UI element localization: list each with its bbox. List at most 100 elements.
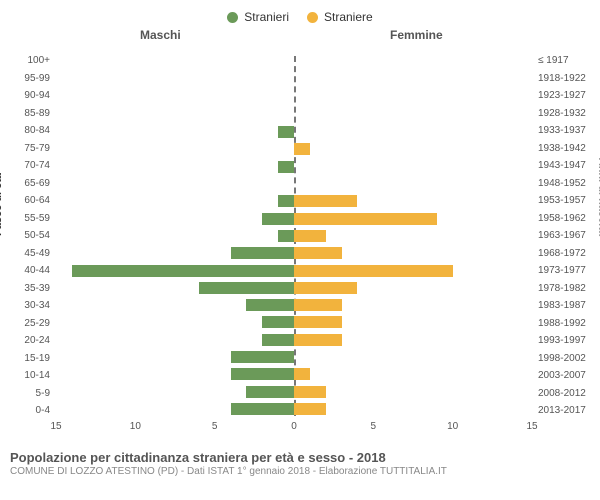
bar-male <box>72 265 294 277</box>
bar-male <box>262 334 294 346</box>
chart-area: Fasce di età Anni di nascita 100+95-9990… <box>0 46 600 446</box>
birth-label: 1948-1952 <box>538 179 596 189</box>
bar-row <box>56 350 532 364</box>
bar-row <box>56 229 532 243</box>
age-label: 50-54 <box>4 231 50 241</box>
birth-label: 2003-2007 <box>538 371 596 381</box>
bar-male <box>262 213 294 225</box>
bar-row <box>56 56 532 70</box>
age-label: 90-94 <box>4 91 50 101</box>
bar-male <box>231 247 294 259</box>
bar-row <box>56 264 532 278</box>
bar-row <box>56 367 532 381</box>
bar-row <box>56 281 532 295</box>
bar-male <box>246 299 294 311</box>
birth-label: 1973-1977 <box>538 266 596 276</box>
bar-female <box>294 247 342 259</box>
x-tick: 10 <box>130 421 141 432</box>
bar-male <box>199 282 294 294</box>
age-label: 30-34 <box>4 301 50 311</box>
legend: Stranieri Straniere <box>0 0 600 28</box>
y-axis-title-right: Anni di nascita <box>596 158 600 236</box>
bar-row <box>56 91 532 105</box>
bar-row <box>56 385 532 399</box>
bar-male <box>278 230 294 242</box>
bar-row <box>56 333 532 347</box>
birth-label: ≤ 1917 <box>538 56 596 66</box>
age-label: 75-79 <box>4 144 50 154</box>
age-label: 55-59 <box>4 214 50 224</box>
birth-label: 1943-1947 <box>538 161 596 171</box>
bar-female <box>294 282 357 294</box>
plot-area <box>56 56 532 416</box>
bar-male <box>231 351 294 363</box>
header-male: Maschi <box>140 28 181 42</box>
bar-male <box>278 195 294 207</box>
legend-item-female: Straniere <box>307 6 373 28</box>
bar-male <box>278 126 294 138</box>
age-label: 15-19 <box>4 354 50 364</box>
birth-label: 1968-1972 <box>538 249 596 259</box>
birth-label: 1933-1937 <box>538 126 596 136</box>
chart-title: Popolazione per cittadinanza straniera p… <box>10 450 590 465</box>
birth-label: 1953-1957 <box>538 196 596 206</box>
bar-row <box>56 160 532 174</box>
birth-label: 1928-1932 <box>538 109 596 119</box>
bar-female <box>294 213 437 225</box>
age-label: 60-64 <box>4 196 50 206</box>
birth-label: 1988-1992 <box>538 319 596 329</box>
bar-row <box>56 298 532 312</box>
birth-label: 1938-1942 <box>538 144 596 154</box>
x-tick: 0 <box>291 421 297 432</box>
age-label: 10-14 <box>4 371 50 381</box>
bar-female <box>294 368 310 380</box>
bar-female <box>294 230 326 242</box>
bar-female <box>294 195 357 207</box>
bar-row <box>56 142 532 156</box>
bar-row <box>56 125 532 139</box>
age-label: 100+ <box>4 56 50 66</box>
footer: Popolazione per cittadinanza straniera p… <box>0 446 600 477</box>
x-tick: 15 <box>50 421 61 432</box>
x-tick: 5 <box>212 421 218 432</box>
age-label: 25-29 <box>4 319 50 329</box>
x-axis: 15105051015 <box>56 421 532 437</box>
x-tick: 10 <box>447 421 458 432</box>
birth-label: 1918-1922 <box>538 74 596 84</box>
age-label: 45-49 <box>4 249 50 259</box>
bar-row <box>56 108 532 122</box>
bar-male <box>231 368 294 380</box>
age-label: 80-84 <box>4 126 50 136</box>
bar-male <box>262 316 294 328</box>
age-label: 65-69 <box>4 179 50 189</box>
bar-row <box>56 194 532 208</box>
birth-label: 1983-1987 <box>538 301 596 311</box>
legend-male-label: Stranieri <box>244 10 289 24</box>
birth-label: 1958-1962 <box>538 214 596 224</box>
age-label: 35-39 <box>4 284 50 294</box>
x-tick: 5 <box>371 421 377 432</box>
age-label: 70-74 <box>4 161 50 171</box>
birth-label: 2013-2017 <box>538 406 596 416</box>
bar-row <box>56 177 532 191</box>
legend-item-male: Stranieri <box>227 6 289 28</box>
bar-male <box>231 403 294 415</box>
bar-row <box>56 402 532 416</box>
chart-subtitle: COMUNE DI LOZZO ATESTINO (PD) - Dati IST… <box>10 466 590 477</box>
y-axis-left: 100+95-9990-9485-8980-8475-7970-7465-696… <box>4 56 50 416</box>
birth-label: 2008-2012 <box>538 389 596 399</box>
birth-label: 1993-1997 <box>538 336 596 346</box>
age-label: 0-4 <box>4 406 50 416</box>
bar-female <box>294 143 310 155</box>
legend-male-swatch <box>227 12 238 23</box>
y-axis-right: ≤ 1917 1918-1922 1923-1927 1928-1932 1933-19… <box>538 56 596 416</box>
birth-label: 1998-2002 <box>538 354 596 364</box>
bar-female <box>294 299 342 311</box>
bar-female <box>294 334 342 346</box>
age-label: 85-89 <box>4 109 50 119</box>
age-label: 5-9 <box>4 389 50 399</box>
bar-male <box>246 386 294 398</box>
birth-label: 1923-1927 <box>538 91 596 101</box>
legend-female-swatch <box>307 12 318 23</box>
gender-headers: Maschi Femmine <box>0 28 600 46</box>
